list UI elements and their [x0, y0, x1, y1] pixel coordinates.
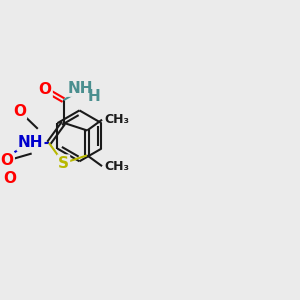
Text: O: O	[1, 153, 14, 168]
Text: O: O	[3, 172, 16, 187]
Text: CH₃: CH₃	[104, 113, 129, 126]
Text: O: O	[39, 82, 52, 97]
Text: S: S	[58, 156, 69, 171]
Text: CH₃: CH₃	[104, 160, 129, 173]
Text: NH: NH	[18, 135, 43, 150]
Text: NH: NH	[68, 81, 93, 96]
Text: O: O	[13, 104, 26, 119]
Text: H: H	[87, 89, 100, 104]
